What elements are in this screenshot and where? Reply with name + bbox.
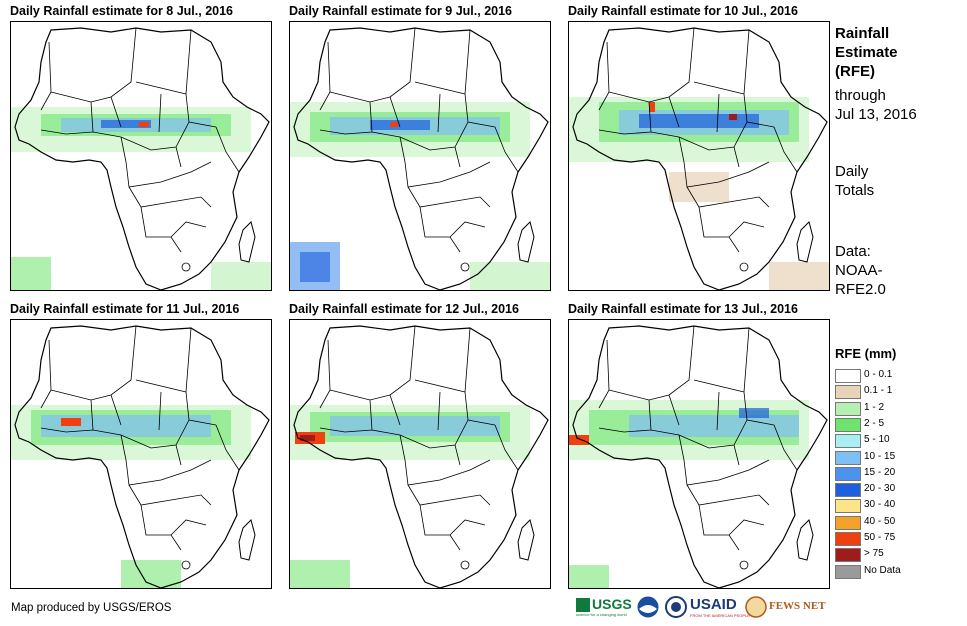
usaid-seal — [665, 596, 687, 620]
through-date: through Jul 13, 2016 — [835, 87, 917, 123]
legend-label: 0 - 0.1 — [864, 369, 893, 380]
rainfall-map — [289, 21, 551, 291]
legend-swatch — [835, 483, 861, 498]
legend-swatch — [835, 434, 861, 449]
rainfall-panel-jul-13: Daily Rainfall estimate for 13 Jul., 201… — [568, 302, 830, 590]
legend-swatch — [835, 532, 861, 546]
noaa-logo — [637, 596, 659, 620]
usgs-logo: USGS science for a changing world — [576, 596, 632, 617]
panel-title: Daily Rainfall estimate for 9 Jul., 2016 — [289, 4, 513, 18]
credit-text: Map produced by USGS/EROS — [11, 602, 172, 614]
panel-title: Daily Rainfall estimate for 11 Jul., 201… — [10, 302, 240, 316]
legend-swatch — [835, 466, 861, 481]
legend-label: 15 - 20 — [864, 466, 896, 478]
legend-label: > 75 — [864, 548, 884, 560]
legend-label: 10 - 15 — [864, 450, 896, 462]
legend-swatch — [835, 417, 861, 432]
legend-title: RFE (mm) — [835, 346, 897, 361]
rainfall-panel-jul-10: Daily Rainfall estimate for 10 Jul., 201… — [568, 4, 830, 292]
rainfall-map — [10, 319, 272, 589]
legend-swatch — [835, 401, 861, 416]
rainfall-map — [568, 319, 830, 589]
rainfall-map — [289, 319, 551, 589]
rainfall-panel-jul-12: Daily Rainfall estimate for 12 Jul., 201… — [289, 302, 551, 590]
legend-label: 0.1 - 1 — [864, 385, 893, 397]
data-source: Data: NOAA- RFE2.0 — [835, 243, 886, 298]
map-main-title: Rainfall Estimate (RFE) — [835, 25, 898, 80]
legend-label: 2 - 5 — [864, 417, 885, 429]
rainfall-map — [568, 21, 830, 291]
totals-label: Daily Totals — [835, 163, 875, 199]
legend-swatch — [835, 369, 861, 383]
legend-swatch — [835, 385, 861, 400]
legend-label: 50 - 75 — [864, 532, 896, 543]
rainfall-map — [10, 21, 272, 291]
rainfall-panel-jul-9: Daily Rainfall estimate for 9 Jul., 2016 — [289, 4, 551, 292]
legend-label: 30 - 40 — [864, 499, 896, 511]
legend-swatch — [835, 450, 861, 465]
rainfall-panel-jul-8: Daily Rainfall estimate for 8 Jul., 2016 — [10, 4, 272, 292]
fews-net-logo: FEWS NET — [745, 596, 826, 620]
legend-label: No Data — [864, 564, 901, 576]
panel-title: Daily Rainfall estimate for 13 Jul., 201… — [568, 302, 798, 316]
legend-swatch — [835, 548, 861, 563]
legend-swatch — [835, 515, 861, 530]
panel-title: Daily Rainfall estimate for 12 Jul., 201… — [289, 302, 519, 316]
legend-label: 5 - 10 — [864, 434, 890, 446]
legend-swatch — [835, 499, 861, 514]
legend-label: 40 - 50 — [864, 515, 896, 527]
usaid-logo: USAID FROM THE AMERICAN PEOPLE — [690, 596, 750, 618]
rainfall-panel-jul-11: Daily Rainfall estimate for 11 Jul., 201… — [10, 302, 272, 590]
legend-label: 1 - 2 — [864, 401, 885, 413]
legend-label: 20 - 30 — [864, 483, 896, 495]
panel-title: Daily Rainfall estimate for 10 Jul., 201… — [568, 4, 798, 18]
panel-title: Daily Rainfall estimate for 8 Jul., 2016 — [10, 4, 234, 18]
legend-swatch — [835, 564, 861, 579]
